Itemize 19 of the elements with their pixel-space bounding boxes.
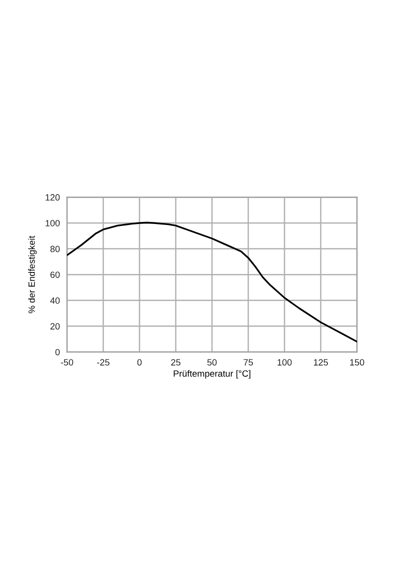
- x-tick-label: 25: [171, 359, 180, 366]
- y-axis-title: % der Endfestigkeit: [28, 236, 37, 314]
- x-axis-title: Prüftemperatur [°C]: [174, 370, 250, 379]
- y-tick-label: 80: [50, 246, 60, 252]
- y-tick-label: 0: [55, 348, 60, 356]
- x-tick-label: 75: [244, 359, 253, 366]
- y-tick-label: 40: [50, 297, 60, 304]
- y-tick-label: 60: [50, 272, 60, 278]
- y-tick-label: 120: [46, 194, 60, 201]
- x-tick-label: 100: [278, 359, 292, 366]
- line-series: [67, 222, 357, 342]
- x-tick-label: -50: [60, 359, 74, 366]
- x-tick-label: -25: [97, 359, 110, 366]
- x-tick-label: 125: [314, 359, 328, 366]
- x-tick-label: 50: [207, 359, 217, 366]
- y-tick-label: 20: [50, 323, 60, 330]
- x-tick-label: 150: [350, 359, 364, 366]
- y-tick-label: 100: [46, 220, 60, 226]
- x-tick-label: 0: [137, 359, 142, 366]
